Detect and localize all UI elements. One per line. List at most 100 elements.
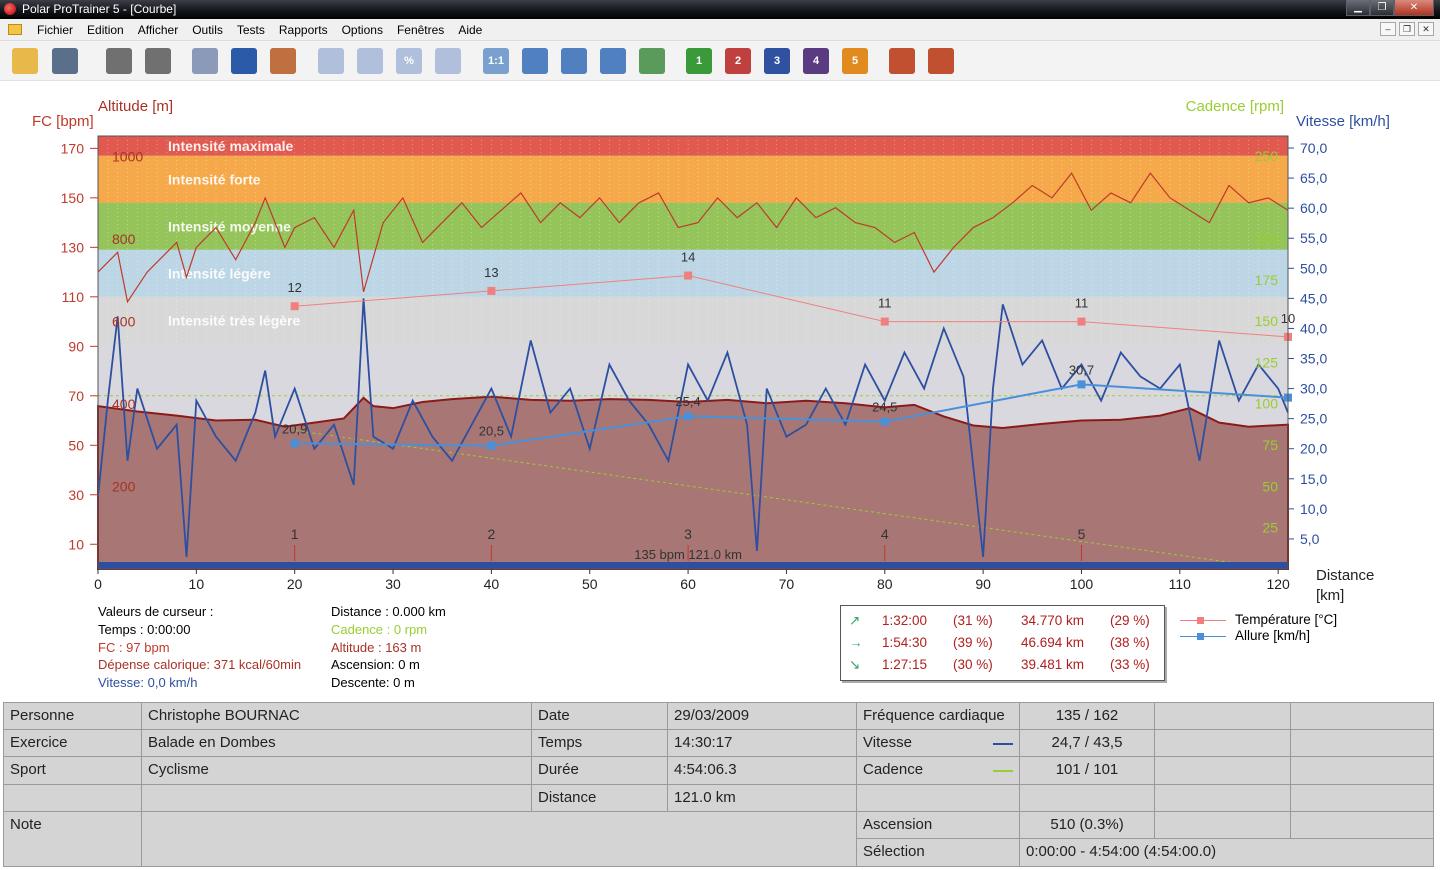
document-window-controls: – ❐ ✕ — [1380, 22, 1434, 36]
doc-minimize-icon[interactable]: – — [1380, 22, 1396, 36]
diary-icon[interactable] — [229, 46, 259, 76]
lap-icon-glyph — [561, 48, 587, 74]
exercice-value: Balade en Dombes — [141, 729, 532, 757]
menu-item-tests[interactable]: Tests — [236, 23, 265, 37]
ascension-value: 510 (0.3%) — [1019, 811, 1155, 839]
vitesse-axis-label: Vitesse [km/h] — [1296, 113, 1390, 130]
temperature-label: 12 — [287, 280, 301, 295]
empty-cell — [1154, 702, 1291, 730]
stopwatch-icon-glyph — [600, 48, 626, 74]
lap-icon[interactable] — [559, 46, 589, 76]
menu-item-afficher[interactable]: Afficher — [137, 23, 179, 37]
slope-stat-time-pct: (39 %) — [953, 635, 993, 650]
watch-settings-icon[interactable] — [143, 46, 173, 76]
zoom-icon-glyph: 1:1 — [483, 48, 509, 74]
cursor-fc: FC : 97 bpm — [98, 639, 170, 655]
empty-cell — [1154, 811, 1291, 839]
plot-frame — [97, 135, 1289, 570]
menu-item-fenetres[interactable]: Fenêtres — [396, 23, 445, 37]
menu-item-options[interactable]: Options — [341, 23, 383, 37]
slope-stat-dist: 34.770 km — [1021, 613, 1085, 628]
close-icon[interactable]: ✕ — [1394, 0, 1434, 16]
doc-restore-icon[interactable]: ❐ — [1399, 22, 1415, 36]
save-icon[interactable] — [50, 46, 80, 76]
view-2-icon-glyph: 2 — [725, 48, 751, 74]
vitesse-tick-label: 10,0 — [1300, 501, 1327, 517]
fc-tick-label: 50 — [68, 437, 84, 453]
allure-point — [880, 417, 889, 426]
temperature-label: 14 — [681, 250, 695, 265]
view-3-icon[interactable]: 3 — [762, 46, 792, 76]
chart-legend: Température [°C] Allure [km/h] — [1180, 612, 1337, 644]
doc-close-icon[interactable]: ✕ — [1418, 22, 1434, 36]
temperature-label: 11 — [1075, 296, 1089, 311]
allure-point — [684, 412, 693, 421]
menu-item-rapports[interactable]: Rapports — [278, 23, 328, 37]
slope-stats-row: ↘ 1:27:15 (30 %) 39.481 km (33 %) — [841, 657, 1164, 679]
view-2-icon[interactable]: 2 — [723, 46, 753, 76]
user-icon[interactable] — [268, 46, 298, 76]
view-5-icon[interactable]: 5 — [840, 46, 870, 76]
menu-items: Fichier Edition Afficher Outils Tests Rapport… — [30, 22, 489, 38]
percent-icon[interactable]: % — [394, 46, 424, 76]
zoom-icon[interactable]: 1:1 — [481, 46, 511, 76]
date-value: 29/03/2009 — [667, 702, 857, 730]
legend-label: Température [°C] — [1235, 612, 1338, 627]
minimize-icon[interactable]: ▁ — [1346, 0, 1370, 16]
curve-icon[interactable] — [316, 46, 346, 76]
note-value[interactable] — [141, 811, 857, 867]
open-folder-icon[interactable] — [10, 46, 40, 76]
vitesse-tick-label: 35,0 — [1300, 351, 1327, 367]
cursor-speed: Vitesse: 0,0 km/h — [98, 675, 198, 691]
view-1-icon[interactable]: 1 — [684, 46, 714, 76]
cadence-label: Cadence — [856, 756, 1020, 785]
document-icon[interactable] — [8, 24, 22, 35]
speed-line — [97, 298, 1289, 558]
menu-item-outils[interactable]: Outils — [192, 23, 223, 37]
sync-watch-icon[interactable] — [104, 46, 134, 76]
fc-tick-label: 90 — [68, 338, 84, 354]
x-tick-label: 60 — [680, 576, 696, 592]
table-icon[interactable] — [433, 46, 463, 76]
vitesse-tick-label: 50,0 — [1300, 260, 1327, 276]
users-icon[interactable] — [926, 46, 956, 76]
menu-bar: Fichier Edition Afficher Outils Tests Rapport… — [0, 19, 1440, 41]
legend-marker-icon — [1197, 633, 1204, 640]
altitude-tick-label: 800 — [112, 231, 136, 247]
empty-cell — [1154, 729, 1291, 757]
cursor-values-left: Valeurs de curseur : Temps : 0:00:00 FC … — [98, 603, 301, 692]
personne-label: Personne — [3, 702, 142, 730]
calendar-icon[interactable] — [190, 46, 220, 76]
menu-item-edition[interactable]: Edition — [87, 23, 124, 37]
x-axis-unit: [km] — [1316, 587, 1344, 604]
report-icon[interactable] — [887, 46, 917, 76]
menu-item-aide[interactable]: Aide — [458, 23, 483, 37]
curve-chart-svg[interactable]: Intensité maximale Intensité forte Intensi… — [0, 82, 1440, 702]
duree-label: Durée — [531, 756, 668, 785]
legend-marker-icon — [1197, 617, 1204, 624]
vitesse-tick-label: 25,0 — [1300, 411, 1327, 427]
view-5-icon-glyph: 5 — [842, 48, 868, 74]
allure-point — [1077, 380, 1086, 389]
cursor-time: Temps : 0:00:00 — [98, 621, 191, 637]
vitesse-tick-label: 55,0 — [1300, 230, 1327, 246]
cursor-calories: Dépense calorique: 371 kcal/60min — [98, 657, 302, 673]
menu-item-fichier[interactable]: Fichier — [37, 23, 74, 37]
temperature-label: 13 — [484, 265, 498, 280]
bar-chart-icon[interactable] — [355, 46, 385, 76]
stopwatch-icon[interactable] — [598, 46, 628, 76]
slope-stats-box: ↗ 1:32:00 (31 %) 34.770 km (29 %) → 1:54:30 (39… — [840, 605, 1165, 681]
smoothing-icon[interactable] — [637, 46, 667, 76]
fc-value: 135 / 162 — [1019, 702, 1155, 730]
allure-point — [290, 439, 299, 448]
info-icon[interactable] — [520, 46, 550, 76]
slope-stats-row: ↗ 1:32:00 (31 %) 34.770 km (29 %) — [841, 613, 1164, 635]
empty-cell — [1154, 756, 1291, 785]
ascension-label: Ascension — [856, 811, 1020, 839]
view-4-icon[interactable]: 4 — [801, 46, 831, 76]
restore-icon[interactable]: ❐ — [1370, 0, 1394, 16]
curve-chart[interactable]: Intensité maximale Intensité forte Intensi… — [0, 82, 1440, 702]
uphill-arrow-icon: ↗ — [849, 613, 861, 628]
x-tick-label: 90 — [975, 576, 991, 592]
vitesse-tick-label: 60,0 — [1300, 200, 1327, 216]
